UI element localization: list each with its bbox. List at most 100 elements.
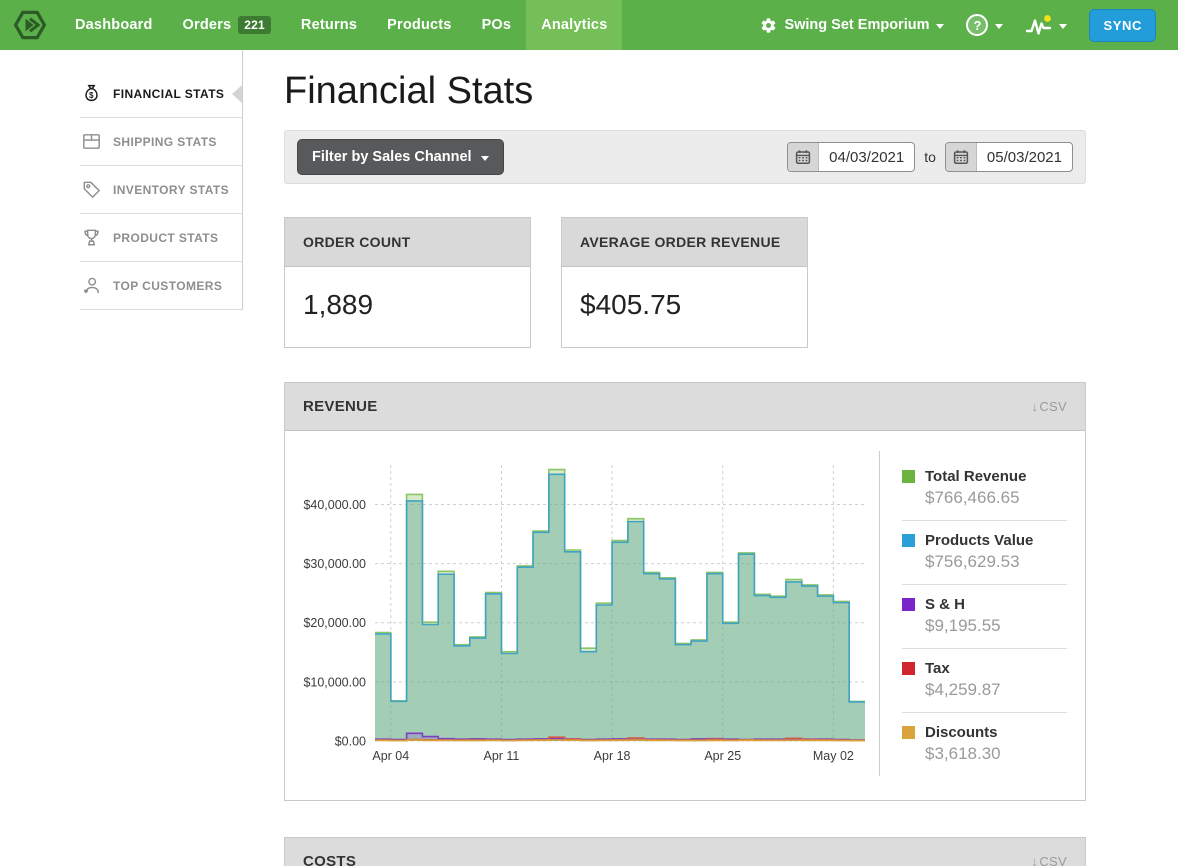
costs-panel-header: COSTS ↓ CSV [285,838,1085,866]
alert-dot [1045,15,1052,22]
y-axis-tick-label: $0.00 [335,735,366,749]
revenue-chart: $0.00 $10,000.00 $20,000.00 $30,000.00 $40,0… [291,445,879,790]
legend-swatch [902,470,915,483]
svg-text:$: $ [89,91,94,100]
stat-card-label: ORDER COUNT [285,218,530,267]
legend-series-name: S & H [925,596,965,613]
download-arrow-icon: ↓ [1032,399,1039,414]
shipping-box-icon [80,130,103,153]
price-tag-icon [80,178,103,201]
nav-item-analytics[interactable]: Analytics [526,0,622,50]
activity-pulse-icon [1025,14,1052,37]
top-nav: Dashboard Orders 221 Returns Products POs Anal… [0,0,1178,50]
nav-item-label: POs [482,17,512,33]
calendar-icon [788,143,819,171]
legend-item-tax: Tax $4,259.87 [902,649,1067,713]
legend-swatch [902,726,915,739]
legend-swatch [902,534,915,547]
legend-series-total: $756,629.53 [925,552,1067,572]
stat-card-order-count: ORDER COUNT1,889 [284,217,531,348]
sync-button[interactable]: SYNC [1089,9,1156,42]
store-name: Swing Set Emporium [784,17,929,33]
stat-card-label: AVERAGE ORDER REVENUE [562,218,807,267]
legend-series-name: Products Value [925,532,1033,549]
stat-card-value: $405.75 [562,267,807,347]
legend-item-s-h: S & H $9,195.55 [902,585,1067,649]
y-axis-tick-label: $20,000.00 [303,616,366,630]
date-from-value: 04/03/2021 [819,143,914,171]
revenue-panel-body: $0.00 $10,000.00 $20,000.00 $30,000.00 $40,0… [285,431,1085,800]
stat-cards: ORDER COUNT1,889AVERAGE ORDER REVENUE$40… [284,217,1086,348]
legend-series-name: Tax [925,660,950,677]
nav-item-returns[interactable]: Returns [286,0,372,50]
sidebar-item-label: FINANCIAL STATS [113,87,224,101]
nav-item-label: Analytics [541,17,607,33]
y-axis-tick-label: $30,000.00 [303,557,366,571]
date-range: 04/03/2021 to 05/03/2021 [787,142,1073,172]
help-menu[interactable]: ? [966,14,1003,36]
x-axis-tick-label: Apr 04 [372,749,409,763]
sidebar-item-financial-stats[interactable]: $ FINANCIAL STATS [80,70,242,118]
legend-series-total: $766,466.65 [925,488,1067,508]
discounts-line [375,740,865,741]
filter-sales-channel-button[interactable]: Filter by Sales Channel [297,139,504,175]
legend-series-total: $9,195.55 [925,616,1067,636]
y-axis-tick-label: $10,000.00 [303,675,366,689]
x-axis-tick-label: May 02 [813,749,854,763]
legend-swatch [902,598,915,611]
stat-card-value: 1,889 [285,267,530,347]
nav-item-orders[interactable]: Orders 221 [168,0,286,50]
legend-item-products-value: Products Value $756,629.53 [902,521,1067,585]
sidebar-item-inventory-stats[interactable]: INVENTORY STATS [80,166,242,214]
nav-item-products[interactable]: Products [372,0,466,50]
sidebar-item-shipping-stats[interactable]: SHIPPING STATS [80,118,242,166]
revenue-csv-link[interactable]: ↓ CSV [1032,399,1067,414]
sidebar-item-top-customers[interactable]: TOP CUSTOMERS [80,262,242,310]
stats-sidebar: $ FINANCIAL STATS SHIPPING STATSINVENTORY … [0,50,243,310]
sidebar-item-label: TOP CUSTOMERS [113,279,222,293]
y-axis-tick-label: $40,000.00 [303,498,366,512]
chevron-down-icon [936,24,944,29]
money-bag-icon: $ [80,82,103,105]
active-item-marker [232,85,242,103]
revenue-panel-title: REVENUE [303,398,378,415]
nav-item-dashboard[interactable]: Dashboard [60,0,168,50]
sidebar-item-product-stats[interactable]: PRODUCT STATS [80,214,242,262]
revenue-legend: Total Revenue $766,466.65 Products Value $7… [879,451,1085,776]
legend-series-name: Total Revenue [925,468,1026,485]
nav-item-label: Orders [183,17,232,33]
legend-series-total: $3,618.30 [925,744,1067,764]
store-selector[interactable]: Swing Set Emporium [760,17,944,34]
revenue-panel-header: REVENUE ↓ CSV [285,383,1085,431]
legend-series-name: Discounts [925,724,998,741]
revenue-panel: REVENUE ↓ CSV $0.00$10,000.00$20,000.00$… [284,382,1086,801]
legend-item-total-revenue: Total Revenue $766,466.65 [902,457,1067,521]
x-axis-tick-label: Apr 25 [704,749,741,763]
sidebar-item-label: PRODUCT STATS [113,231,218,245]
page-title: Financial Stats [284,70,1086,113]
costs-csv-link[interactable]: ↓ CSV [1032,854,1067,866]
main-content: Financial Stats Filter by Sales Channel … [243,50,1178,866]
nav-item-pos[interactable]: POs [467,0,527,50]
ordoro-logo[interactable] [0,0,60,50]
gear-icon [760,17,777,34]
date-to-value: 05/03/2021 [977,143,1072,171]
nav-item-label: Returns [301,17,357,33]
costs-panel-title: COSTS [303,853,356,866]
help-icon: ? [966,14,988,36]
hexagon-logo-icon [12,7,48,43]
stat-card-average-order-revenue: AVERAGE ORDER REVENUE$405.75 [561,217,808,348]
date-to-input[interactable]: 05/03/2021 [945,142,1073,172]
chevron-down-icon [995,24,1003,29]
x-axis-tick-label: Apr 18 [594,749,631,763]
nav-item-label: Dashboard [75,17,153,33]
legend-series-total: $4,259.87 [925,680,1067,700]
chevron-down-icon [481,156,489,161]
download-arrow-icon: ↓ [1032,854,1039,866]
date-range-to-label: to [924,149,936,165]
activity-menu[interactable] [1025,14,1067,37]
date-from-input[interactable]: 04/03/2021 [787,142,915,172]
legend-swatch [902,662,915,675]
orders-count-badge: 221 [238,16,271,34]
legend-item-discounts: Discounts $3,618.30 [902,713,1067,776]
